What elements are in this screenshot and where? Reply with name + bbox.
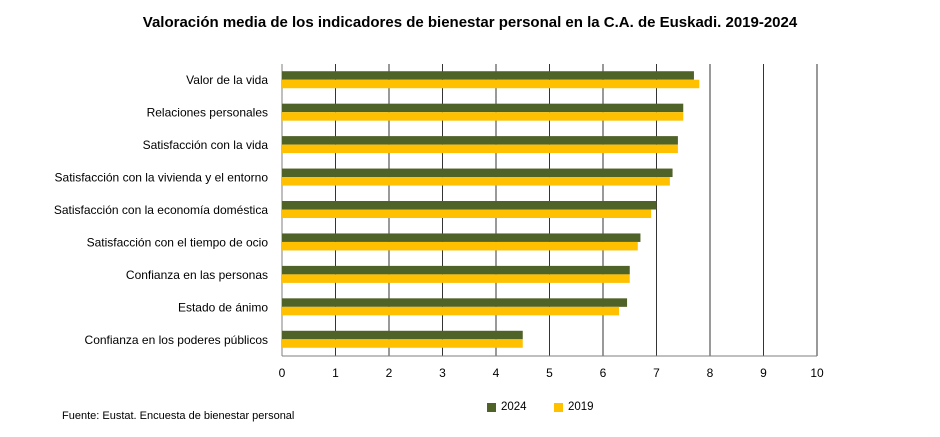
x-tick-label-9: 9 — [760, 366, 767, 380]
x-tick-label-3: 3 — [439, 366, 446, 380]
bar-2019 — [282, 306, 620, 316]
bar-2019 — [282, 209, 652, 218]
bar-2024 — [282, 298, 628, 307]
legend-swatch-2019 — [554, 402, 563, 412]
bar-2024 — [282, 233, 641, 242]
x-tick-label-4: 4 — [493, 366, 500, 380]
bar-2019 — [282, 79, 700, 89]
x-tick-label-0: 0 — [279, 366, 286, 380]
legend-label-2024: 2024 — [501, 401, 527, 413]
bar-2019 — [282, 339, 523, 348]
bar-2019 — [282, 144, 678, 154]
category-label: Estado de ánimo — [178, 300, 268, 314]
source-note: Fuente: Eustat. Encuesta de bienestar pe… — [62, 410, 295, 422]
bar-2024 — [282, 103, 684, 113]
x-tick-label-2: 2 — [386, 366, 393, 380]
bar-2024 — [282, 136, 678, 145]
bar-2024 — [282, 201, 657, 210]
x-tick-label-5: 5 — [546, 366, 553, 380]
x-tick-label-1: 1 — [332, 366, 339, 380]
bar-2019 — [282, 241, 638, 251]
category-label: Satisfacción con el tiempo de ocio — [87, 235, 269, 249]
legend-swatch-2024 — [487, 402, 496, 412]
category-label: Satisfacción con la vivienda y el entorn… — [55, 171, 269, 185]
category-label: Satisfacción con la economía doméstica — [54, 203, 268, 217]
chart-title: Valoración media de los indicadores de b… — [142, 14, 798, 31]
category-label: Confianza en los poderes públicos — [85, 333, 268, 347]
legend-label-2019: 2019 — [568, 401, 594, 413]
category-label: Relaciones personales — [147, 106, 268, 120]
legend-item-2019: 2019 — [554, 401, 594, 413]
bar-2024 — [282, 168, 673, 178]
x-tick-label-7: 7 — [653, 366, 660, 380]
x-tick-label-10: 10 — [810, 366, 824, 380]
legend-item-2024: 2024 — [487, 401, 527, 413]
category-label: Satisfacción con la vida — [143, 138, 269, 152]
bar-2019 — [282, 112, 684, 121]
bar-2024 — [282, 71, 694, 80]
bar-2019 — [282, 177, 670, 186]
category-label: Confianza en las personas — [126, 268, 268, 282]
bar-2024 — [282, 265, 630, 275]
x-tick-label-8: 8 — [707, 366, 714, 380]
bar-2024 — [282, 330, 523, 340]
bar-2019 — [282, 274, 630, 283]
category-label: Valor de la vida — [186, 73, 268, 87]
x-tick-label-6: 6 — [600, 366, 607, 380]
